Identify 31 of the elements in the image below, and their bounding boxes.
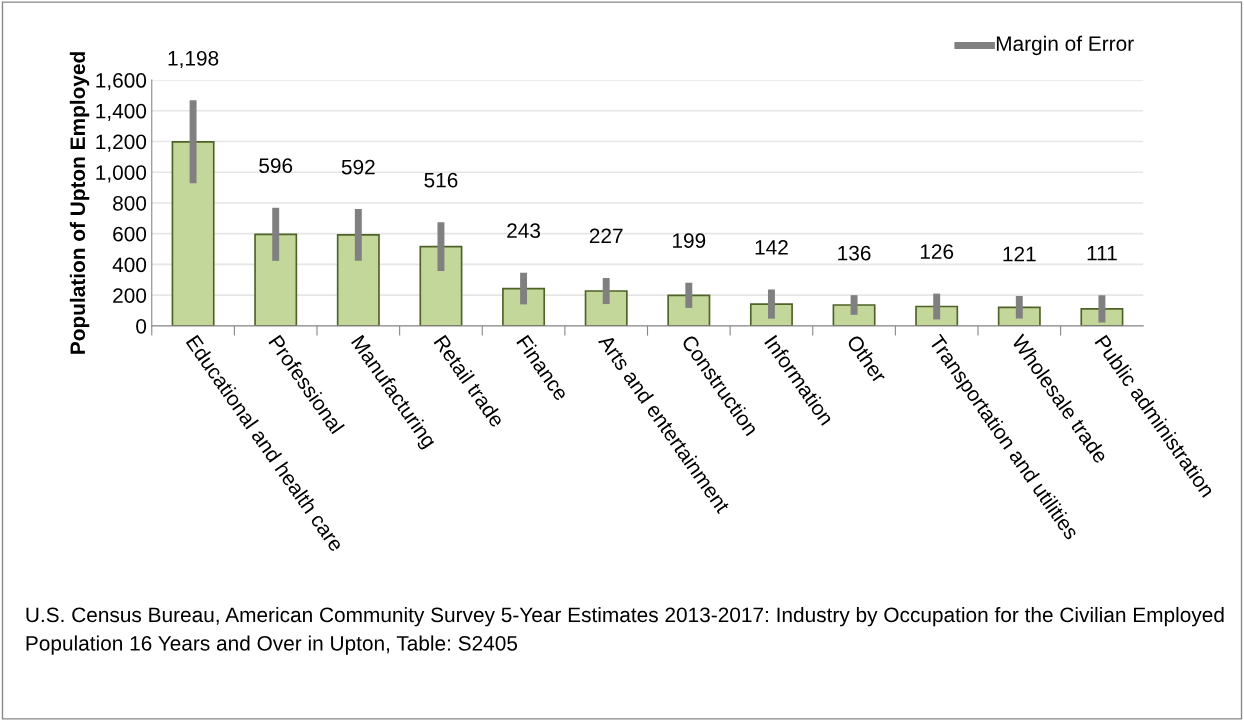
bar <box>171 140 215 326</box>
y-tick-label: 1,600 <box>96 73 147 91</box>
bar <box>502 287 546 326</box>
text: 1,198 <box>168 50 219 69</box>
y-tick-label: 1,400 <box>96 103 147 121</box>
text: Margin of Error <box>996 35 1134 56</box>
y-tick-label: 1,200 <box>96 134 147 152</box>
bar <box>419 245 463 326</box>
y-tick-label: 600 <box>113 226 147 242</box>
text: 136 <box>838 245 871 261</box>
text: 516 <box>424 172 458 188</box>
text: 596 <box>259 158 293 174</box>
y-axis-title: Population of Upton Employed <box>69 52 90 354</box>
bar <box>254 233 298 326</box>
y-tick-label: 800 <box>113 195 147 211</box>
text: 142 <box>755 240 788 255</box>
text: 126 <box>920 244 954 259</box>
text: U.S. Census Bureau, American Community Survey 5-Year Estimates 2013-2017: Industry by Occupation for the Civilian Employed Population 16 Years and Over in Upton, Table: S2405 <box>26 606 1224 655</box>
y-tick-label: 1,000 <box>96 165 147 183</box>
bar <box>336 234 380 326</box>
y-tick-label: 400 <box>112 257 147 273</box>
y-tick-label: 200 <box>113 288 147 303</box>
bar <box>584 290 628 326</box>
text: 227 <box>589 228 623 244</box>
text: 121 <box>1003 246 1036 262</box>
y-tick-label: 0 <box>136 318 147 334</box>
bar <box>667 294 711 326</box>
text: 592 <box>341 159 375 175</box>
text: 111 <box>1087 245 1117 261</box>
text: 199 <box>673 233 706 249</box>
text: 243 <box>507 223 541 239</box>
